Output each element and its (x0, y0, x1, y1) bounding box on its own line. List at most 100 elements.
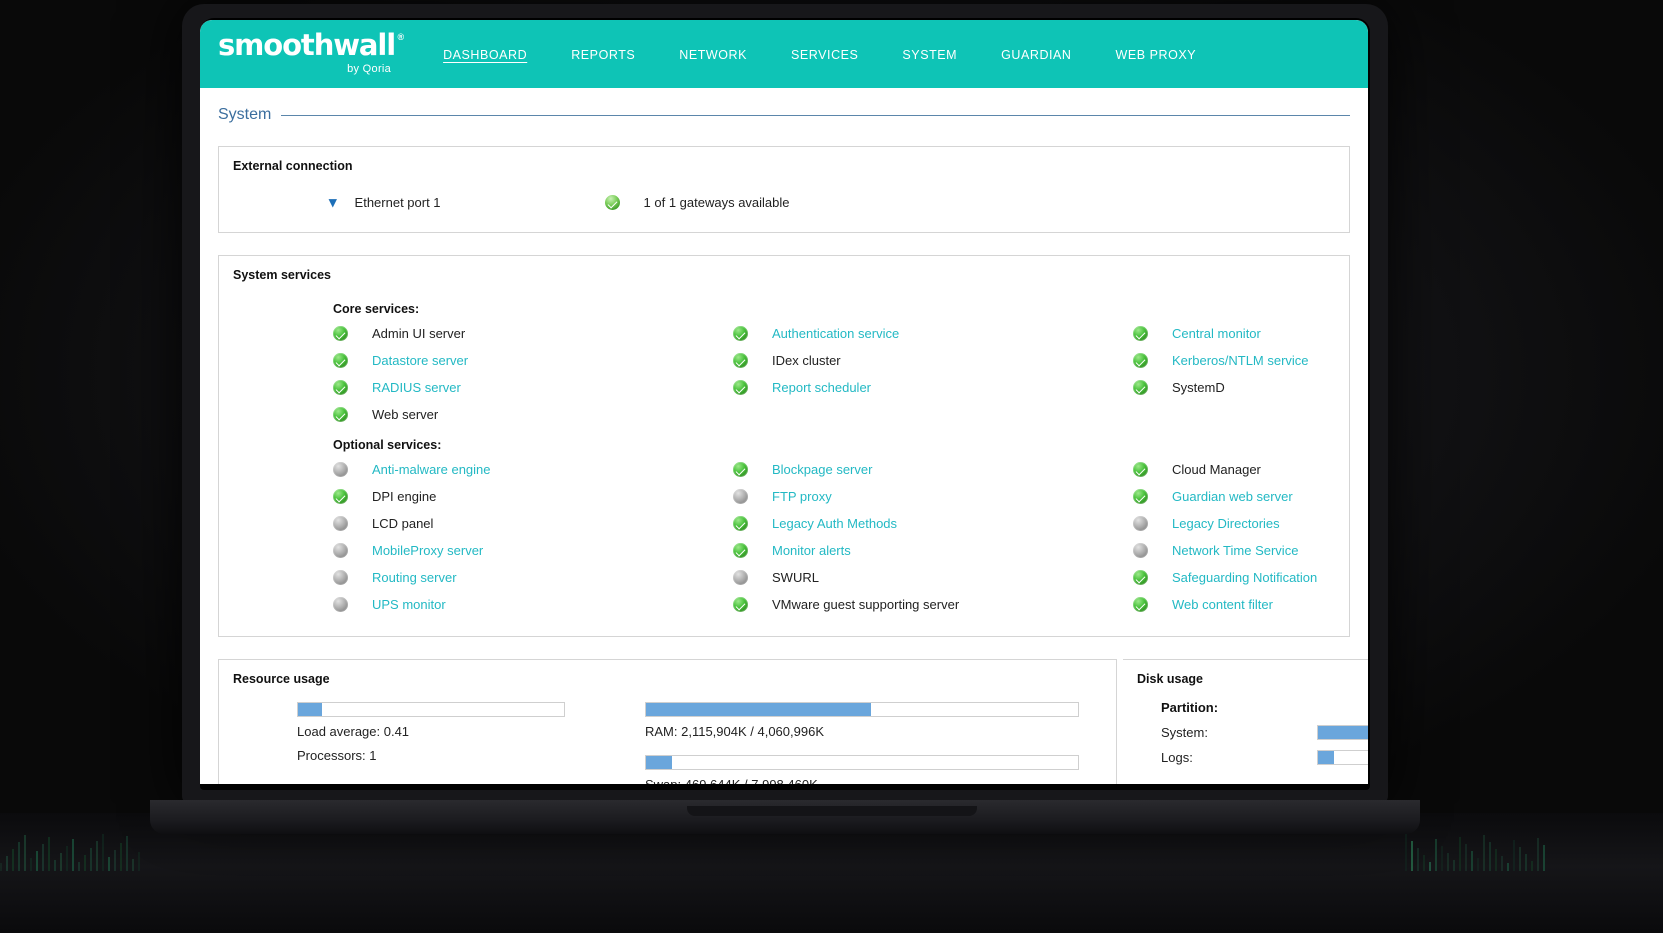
service-name[interactable]: Authentication service (772, 326, 900, 341)
service-item[interactable]: Safeguarding Notification (1133, 564, 1335, 591)
desk-reflection-speck (1435, 839, 1437, 871)
nav-item-reports[interactable]: REPORTS (571, 48, 636, 62)
service-name: IDex cluster (772, 353, 841, 368)
nav-item-dashboard[interactable]: DASHBOARD (443, 48, 528, 62)
service-item[interactable]: FTP proxy (733, 483, 1133, 510)
service-status-up-icon (1133, 597, 1148, 612)
cpu-usage-group: Load average: 0.41 Processors: 1 (219, 702, 565, 784)
nav-item-guardian[interactable]: GUARDIAN (1001, 48, 1072, 62)
service-item[interactable]: MobileProxy server (333, 537, 733, 564)
desk-reflection-speck (90, 848, 92, 871)
service-item: SystemD (1133, 374, 1335, 401)
swap-usage-bar (645, 755, 1079, 770)
service-item: Admin UI server (333, 320, 733, 347)
service-name[interactable]: MobileProxy server (372, 543, 484, 558)
service-name[interactable]: Central monitor (1172, 326, 1261, 341)
desk-reflection-speck (18, 842, 20, 871)
resource-usage-title: Resource usage (233, 672, 330, 686)
disk-bar-logs (1317, 750, 1368, 765)
section-header: System (200, 88, 1368, 124)
chevron-down-icon[interactable]: ▾ (329, 194, 337, 211)
service-name: DPI engine (372, 489, 437, 504)
service-name[interactable]: Guardian web server (1172, 489, 1293, 504)
system-services-panel: System services Core services: Admin UI … (218, 255, 1350, 637)
service-item[interactable]: Guardian web server (1133, 483, 1335, 510)
optional-services-column-2: Blockpage server FTP proxy Legacy Auth Met… (733, 456, 1133, 618)
desk-reflection-speck (1537, 838, 1539, 871)
service-name[interactable]: Monitor alerts (772, 543, 851, 558)
load-average-label: Load average: 0.41 (297, 724, 410, 739)
smoothwall-logo[interactable]: smoothwall ® by Qoria (218, 31, 404, 77)
service-item[interactable]: Monitor alerts (733, 537, 1133, 564)
service-name[interactable]: FTP proxy (772, 489, 832, 504)
service-item[interactable]: Datastore server (333, 347, 733, 374)
ram-usage-bar (645, 702, 1079, 717)
service-name[interactable]: Datastore server (372, 353, 469, 368)
desk-reflection-speck (84, 855, 86, 871)
service-name[interactable]: Network Time Service (1172, 543, 1299, 558)
service-name[interactable]: Legacy Directories (1172, 516, 1280, 531)
service-name[interactable]: Blockpage server (772, 462, 873, 477)
desk-reflection-speck (12, 849, 14, 871)
core-services-column-3: Central monitor Kerberos/NTLM service Syst… (1133, 320, 1335, 428)
desk-reflection-speck (1459, 837, 1461, 871)
service-status-down-icon (733, 570, 748, 585)
disk-usage-grid: Partition: System: Logs: (1123, 700, 1368, 765)
processors-label: Processors: 1 (297, 748, 377, 763)
nav-item-network[interactable]: NETWORK (679, 48, 748, 62)
desk-reflection-speck (102, 834, 104, 871)
desk-reflection-speck (1423, 855, 1425, 871)
service-item[interactable]: Report scheduler (733, 374, 1133, 401)
service-status-up-icon (1133, 380, 1148, 395)
service-item[interactable]: UPS monitor (333, 591, 733, 618)
service-status-up-icon (1133, 353, 1148, 368)
service-name[interactable]: Report scheduler (772, 380, 871, 395)
ram-usage-bar-fill (646, 703, 871, 716)
nav-item-web-proxy[interactable]: WEB PROXY (1115, 48, 1197, 62)
gateway-status: 1 of 1 gateways available (604, 195, 790, 210)
resource-usage-body: Load average: 0.41 Processors: 1 RAM: 2,… (219, 686, 1116, 784)
service-item[interactable]: Legacy Auth Methods (733, 510, 1133, 537)
service-name[interactable]: Anti-malware engine (372, 462, 491, 477)
service-name: VMware guest supporting server (772, 597, 960, 612)
service-status-up-icon (333, 489, 348, 504)
service-name[interactable]: Web content filter (1172, 597, 1273, 612)
external-connection-panel: External connection ▾ Ethernet port 1 1 … (218, 146, 1350, 233)
service-name[interactable]: Safeguarding Notification (1172, 570, 1318, 585)
nav-item-system[interactable]: SYSTEM (902, 48, 958, 62)
service-item[interactable]: Kerberos/NTLM service (1133, 347, 1335, 374)
service-status-down-icon (333, 516, 348, 531)
service-name[interactable]: Routing server (372, 570, 457, 585)
service-item[interactable]: RADIUS server (333, 374, 733, 401)
service-name[interactable]: Legacy Auth Methods (772, 516, 898, 531)
service-name[interactable]: Kerberos/NTLM service (1172, 353, 1309, 368)
service-item[interactable]: Network Time Service (1133, 537, 1335, 564)
desk-reflection-speck (1489, 842, 1491, 871)
desk-reflection-speck (1447, 853, 1449, 871)
desk-reflection-speck (72, 839, 74, 871)
disk-bar-logs-fill (1318, 751, 1335, 764)
gateway-status-label: 1 of 1 gateways available (643, 195, 790, 210)
service-item[interactable]: Central monitor (1133, 320, 1335, 347)
service-name[interactable]: RADIUS server (372, 380, 461, 395)
nav-item-services[interactable]: SERVICES (791, 48, 859, 62)
service-item[interactable]: Blockpage server (733, 456, 1133, 483)
desk-reflection-speck (108, 857, 110, 871)
disk-usage-panel: Disk usage Partition: System: Logs: (1123, 659, 1368, 784)
service-item[interactable]: Legacy Directories (1133, 510, 1335, 537)
service-status-down-icon (733, 489, 748, 504)
memory-usage-group: RAM: 2,115,904K / 4,060,996K Swap: 469,6… (565, 702, 1079, 784)
core-services-grid: Admin UI server Datastore server RADIUS se… (233, 320, 1335, 428)
resource-usage-panel: Resource usage Load average: 0.41 Proces… (218, 659, 1117, 784)
disk-row-label-system: System: (1161, 725, 1208, 740)
service-item[interactable]: Routing server (333, 564, 733, 591)
service-name[interactable]: UPS monitor (372, 597, 446, 612)
service-status-up-icon (733, 380, 748, 395)
system-services-body: Core services: Admin UI server Datastore … (219, 282, 1349, 636)
service-item[interactable]: Anti-malware engine (333, 456, 733, 483)
disk-row-label-logs: Logs: (1161, 750, 1193, 765)
service-item[interactable]: Web content filter (1133, 591, 1335, 618)
service-status-down-icon (1133, 543, 1148, 558)
service-item[interactable]: Authentication service (733, 320, 1133, 347)
